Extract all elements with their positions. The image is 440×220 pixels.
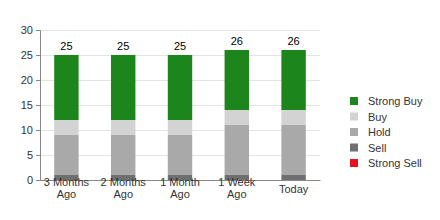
bar-segment bbox=[168, 135, 192, 175]
y-tick-label: 0 bbox=[27, 174, 33, 186]
y-tick-label: 20 bbox=[21, 74, 33, 86]
legend-swatch bbox=[350, 128, 358, 136]
bar-segment bbox=[54, 135, 78, 175]
bar-segment bbox=[54, 120, 78, 135]
bar-segment bbox=[225, 50, 249, 110]
total-label: 25 bbox=[117, 40, 129, 52]
legend-label: Hold bbox=[368, 126, 391, 138]
x-tick: 1 MonthAgo bbox=[160, 176, 200, 200]
bar-segment bbox=[111, 120, 135, 135]
y-tick-mark bbox=[36, 80, 40, 81]
x-tick-label: 3 MonthsAgo bbox=[44, 176, 90, 200]
x-tick: 3 MonthsAgo bbox=[44, 176, 90, 200]
legend-label: Buy bbox=[368, 111, 387, 123]
bar-segment bbox=[168, 55, 192, 120]
totals: 25 25 25 26 26 bbox=[60, 35, 299, 52]
legend-label: Strong Sell bbox=[368, 157, 422, 169]
bar-segment bbox=[111, 135, 135, 175]
total-label: 26 bbox=[231, 35, 243, 47]
y-tick: 15 bbox=[21, 99, 40, 111]
legend-label: Sell bbox=[368, 142, 386, 154]
x-tick-label: Today bbox=[279, 183, 309, 195]
y-tick-mark bbox=[36, 30, 40, 31]
y-tick-mark bbox=[36, 155, 40, 156]
grid-line bbox=[40, 30, 320, 31]
x-axis: 3 MonthsAgo 2 MonthsAgo 1 MonthAgo 1 WeekAg… bbox=[41, 176, 321, 200]
bar-segment bbox=[111, 55, 135, 120]
y-tick: 30 bbox=[21, 24, 40, 36]
y-tick-mark bbox=[36, 130, 40, 131]
bar-segment bbox=[281, 175, 305, 180]
y-tick: 20 bbox=[21, 74, 40, 86]
total-label: 25 bbox=[60, 40, 72, 52]
chart: 25 25 25 26 26 0 5 10 15 20 25 30 3 MonthsAgo 2 Month… bbox=[0, 0, 440, 220]
total-label: 26 bbox=[287, 35, 299, 47]
x-tick-label: 1 WeekAgo bbox=[218, 176, 256, 200]
y-tick-label: 25 bbox=[21, 49, 33, 61]
legend: Strong Sell Sell Hold Buy Strong Buy bbox=[350, 95, 423, 169]
bar-segment bbox=[281, 125, 305, 175]
legend-swatch bbox=[350, 144, 358, 152]
y-tick-mark bbox=[36, 180, 40, 181]
total-label: 25 bbox=[174, 40, 186, 52]
bar-segment bbox=[168, 120, 192, 135]
bar-segment bbox=[281, 110, 305, 125]
y-tick: 25 bbox=[21, 49, 40, 61]
grid bbox=[40, 31, 320, 181]
bar-segment bbox=[281, 50, 305, 110]
x-tick: Today bbox=[279, 180, 309, 195]
series bbox=[54, 50, 306, 120]
bar-segment bbox=[225, 125, 249, 175]
y-tick-label: 30 bbox=[21, 24, 33, 36]
y-tick-label: 10 bbox=[21, 124, 33, 136]
y-axis: 0 5 10 15 20 25 30 bbox=[21, 24, 41, 186]
y-tick-label: 15 bbox=[21, 99, 33, 111]
legend-label: Strong Buy bbox=[368, 95, 423, 107]
bar-segment bbox=[54, 55, 78, 120]
y-axis-line bbox=[36, 31, 41, 181]
bar-segment bbox=[225, 110, 249, 125]
bars bbox=[54, 50, 306, 180]
x-tick-label: 2 MonthsAgo bbox=[101, 176, 147, 200]
x-tick: 2 MonthsAgo bbox=[101, 176, 147, 200]
x-tick-label: 1 MonthAgo bbox=[160, 176, 200, 200]
y-tick-mark bbox=[36, 55, 40, 56]
legend-swatch bbox=[350, 159, 358, 167]
x-tick: 1 WeekAgo bbox=[218, 176, 256, 200]
legend-swatch bbox=[350, 97, 358, 105]
y-tick: 5 bbox=[27, 149, 40, 161]
legend-swatch bbox=[350, 113, 358, 121]
y-tick: 10 bbox=[21, 124, 40, 136]
y-tick-mark bbox=[36, 105, 40, 106]
y-tick: 0 bbox=[27, 174, 40, 186]
y-tick-label: 5 bbox=[27, 149, 33, 161]
